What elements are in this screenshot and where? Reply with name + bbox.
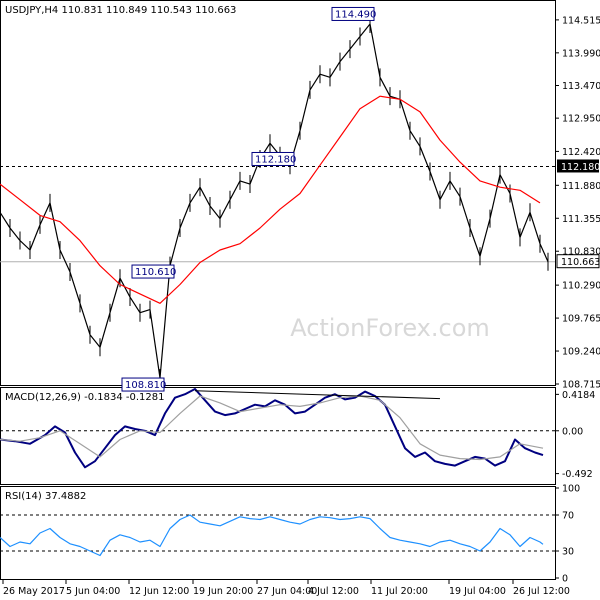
price-annotation-label: 108.810 <box>125 380 166 391</box>
rsi-series-0 <box>0 514 544 557</box>
y-tick-label: 111.880 <box>562 181 600 192</box>
x-tick-label: 5 Jun 04:00 <box>66 586 120 597</box>
y-tick-label: 0.4184 <box>562 390 595 401</box>
y-tick-label: 113.470 <box>562 81 600 92</box>
y-tick-label: 113.990 <box>562 48 600 59</box>
x-tick-label: 26 May 2017 <box>3 586 65 597</box>
y-tick-label: 112.420 <box>562 147 600 158</box>
resistance-tag-label: 112.180 <box>561 162 600 173</box>
price-annotation-box <box>251 151 295 166</box>
price-annotation-box <box>131 264 175 279</box>
rsi-panel: 100 70 30 0 <box>0 484 580 585</box>
price-annotation-label: 110.610 <box>135 267 176 278</box>
macd-series-1 <box>0 395 544 461</box>
current-price-tag-label: 110.663 <box>561 257 600 268</box>
y-tick-label: 110.290 <box>562 281 600 292</box>
macd-series-0 <box>0 388 544 469</box>
price-panel-frame <box>0 0 556 386</box>
x-tick-label: 4 Jul 12:00 <box>308 586 359 597</box>
rsi-panel-frame <box>0 486 556 580</box>
y-tick-label: 114.515 <box>562 15 600 26</box>
x-tick-label: 11 Jul 20:00 <box>371 586 428 597</box>
macd-trendline <box>194 390 441 400</box>
x-tick-label: 19 Jun 20:00 <box>193 586 253 597</box>
y-tick-label: 70 <box>562 511 574 522</box>
macd-panel-frame <box>0 387 556 485</box>
price-annotation-box <box>331 6 375 21</box>
watermark: ActionForex.com <box>290 314 490 342</box>
x-tick-label: 12 Jun 12:00 <box>129 586 189 597</box>
y-tick-label: 0.00 <box>562 426 583 437</box>
y-tick-label: 109.240 <box>562 347 600 358</box>
y-tick-label: 100 <box>562 484 580 495</box>
resistance-tag <box>557 159 599 173</box>
price-series-0 <box>0 23 549 379</box>
x-tick-label: 27 Jun 04:00 <box>257 586 317 597</box>
y-tick-label: 112.950 <box>562 114 600 125</box>
price-header: USDJPY,H4 110.831 110.849 110.543 110.66… <box>5 5 236 16</box>
price-series-1 <box>0 95 541 304</box>
current-price-tag <box>556 254 600 269</box>
price-annotation-label: 114.490 <box>335 9 376 20</box>
y-tick-label: 111.355 <box>562 214 600 225</box>
y-tick-label: 0 <box>562 574 568 585</box>
x-tick-label: 19 Jul 04:00 <box>449 586 506 597</box>
macd-panel: 0.4184 0.00 -0.492 <box>0 388 595 480</box>
macd-header: MACD(12,26,9) -0.1834 -0.1281 <box>5 392 165 403</box>
y-tick-label: 108.715 <box>562 380 600 391</box>
price-annotation-box <box>121 377 165 392</box>
rsi-header: RSI(14) 37.4882 <box>5 491 86 502</box>
price-annotation-label: 112.180 <box>255 154 296 165</box>
y-tick-label: -0.492 <box>562 469 593 480</box>
price-panel: 114.515 113.990 113.470 112.950 112.420 111.8… <box>0 6 600 392</box>
x-tick-label: 26 Jul 12:00 <box>513 586 570 597</box>
x-axis: 26 May 2017 5 Jun 04:00 12 Jun 12:00 19 Jun… <box>2 580 570 597</box>
y-tick-label: 109.765 <box>562 314 600 325</box>
y-tick-label: 110.830 <box>562 247 600 258</box>
y-tick-label: 30 <box>562 547 574 558</box>
